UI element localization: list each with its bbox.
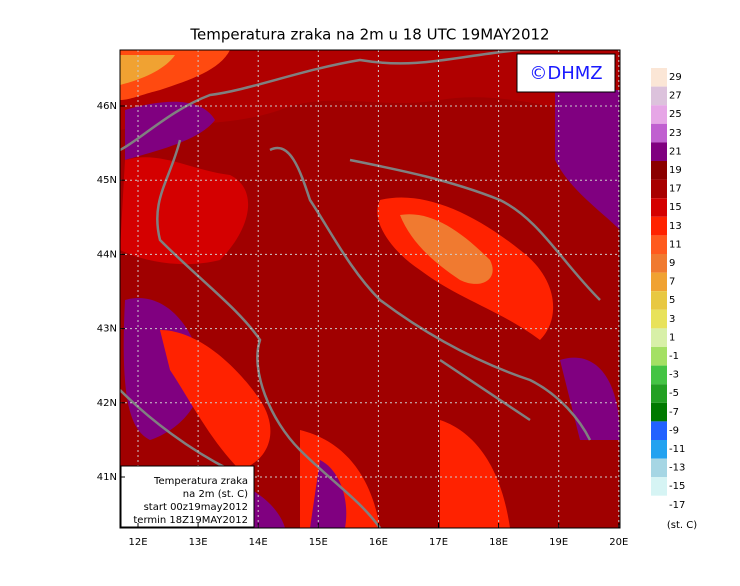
colorbar-label: 13 bbox=[669, 221, 682, 232]
colorbar-unit: (st. C) bbox=[667, 520, 697, 531]
info-line: Temperatura zraka bbox=[153, 476, 248, 487]
colorbar-label: 27 bbox=[669, 91, 682, 102]
colorbar-label: -9 bbox=[669, 425, 679, 436]
colorbar-box bbox=[651, 365, 667, 385]
colorbar-box bbox=[651, 291, 667, 310]
colorbar-label: 1 bbox=[669, 332, 675, 343]
colorbar-box bbox=[651, 68, 667, 87]
lon-label: 15E bbox=[309, 537, 328, 548]
colorbar-label: 5 bbox=[669, 295, 675, 306]
colorbar-label: 3 bbox=[669, 314, 675, 325]
colorbar-label: 9 bbox=[669, 258, 675, 269]
colorbar-label: 25 bbox=[669, 109, 682, 120]
lat-label: 42N bbox=[97, 398, 117, 409]
colorbar-box bbox=[651, 272, 667, 292]
colorbar-label: -17 bbox=[669, 500, 685, 511]
colorbar-box bbox=[651, 198, 667, 217]
colorbar-label: 11 bbox=[669, 239, 682, 250]
colorbar-box bbox=[651, 235, 667, 254]
colorbar-box bbox=[651, 384, 667, 403]
colorbar-label: -3 bbox=[669, 370, 679, 381]
colorbar-label: 7 bbox=[669, 277, 675, 288]
graticule bbox=[120, 50, 620, 528]
colorbar-box bbox=[651, 86, 667, 106]
info-line: start 00z19may2012 bbox=[144, 502, 248, 513]
lon-label: 14E bbox=[249, 537, 268, 548]
lat-label: 41N bbox=[97, 472, 117, 483]
lon-label: 18E bbox=[489, 537, 508, 548]
info-box bbox=[120, 465, 255, 528]
colorbar-box bbox=[651, 458, 667, 478]
lon-label: 16E bbox=[369, 537, 388, 548]
colorbar-label: -1 bbox=[669, 351, 679, 362]
lat-label: 45N bbox=[97, 175, 117, 186]
colorbar-box bbox=[651, 402, 667, 422]
colorbar-box bbox=[651, 105, 667, 124]
colorbar-box bbox=[651, 440, 667, 459]
lon-label: 20E bbox=[609, 537, 628, 548]
info-line: termin 18Z19MAY2012 bbox=[133, 515, 248, 526]
colorbar-box bbox=[651, 477, 667, 496]
lat-label: 46N bbox=[97, 101, 117, 112]
colorbar-box bbox=[651, 216, 667, 236]
lon-label: 17E bbox=[429, 537, 448, 548]
colorbar-label: -7 bbox=[669, 407, 679, 418]
colorbar-box bbox=[651, 179, 667, 199]
colorbar-label: 19 bbox=[669, 165, 682, 176]
colorbar-label: 23 bbox=[669, 128, 682, 139]
colorbar-box bbox=[651, 495, 667, 515]
colorbar-label: 17 bbox=[669, 184, 682, 195]
info-line: na 2m (st. C) bbox=[183, 489, 248, 500]
lon-label: 13E bbox=[189, 537, 208, 548]
colorbar-label: -13 bbox=[669, 463, 685, 474]
map-frame bbox=[119, 49, 621, 529]
colorbar-box bbox=[651, 347, 667, 366]
lat-label: 43N bbox=[97, 324, 117, 335]
colorbar-box bbox=[651, 328, 667, 347]
colorbar-box bbox=[651, 142, 667, 161]
colorbar-box bbox=[651, 254, 667, 273]
logo-box bbox=[516, 53, 616, 93]
lon-label: 12E bbox=[128, 537, 147, 548]
colorbar-label: -11 bbox=[669, 444, 685, 455]
colorbar-label: 29 bbox=[669, 72, 682, 83]
colorbar-box bbox=[651, 421, 667, 440]
colorbar-box bbox=[651, 161, 667, 180]
logo: ©DHMZ bbox=[529, 63, 602, 84]
colorbar-label: 21 bbox=[669, 146, 682, 157]
temperature-field bbox=[120, 50, 620, 528]
colorbar-box bbox=[651, 309, 667, 329]
colorbar-box bbox=[651, 123, 667, 143]
colorbar-label: -15 bbox=[669, 481, 685, 492]
colorbar-label: -5 bbox=[669, 388, 679, 399]
lat-label: 44N bbox=[97, 249, 117, 260]
lon-label: 19E bbox=[549, 537, 568, 548]
map-title: Temperatura zraka na 2m u 18 UTC 19MAY20… bbox=[189, 26, 549, 44]
colorbar-label: 15 bbox=[669, 202, 682, 213]
